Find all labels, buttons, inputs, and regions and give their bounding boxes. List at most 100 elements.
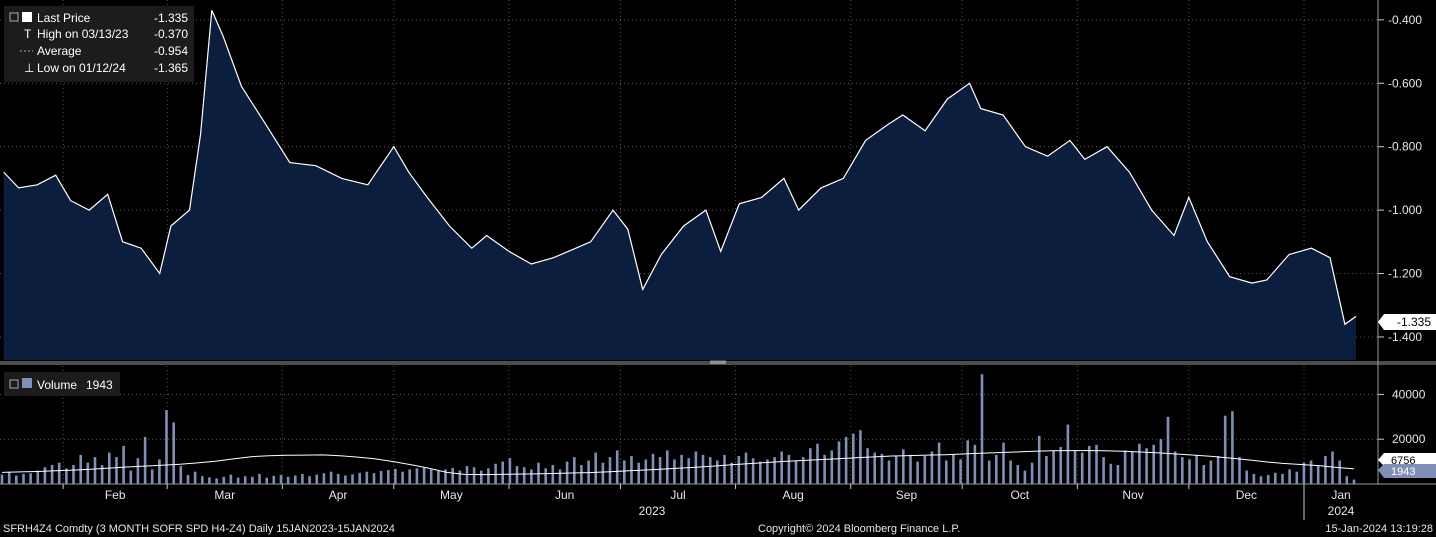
volume-y-axis: 20000 40000 [1378, 387, 1426, 446]
volume-bar [508, 458, 512, 484]
volume-bar [43, 467, 47, 484]
legend-last-price-label: Last Price [37, 11, 91, 25]
legend-low-label: Low on 01/12/24 [37, 61, 126, 75]
volume-bar [136, 458, 140, 484]
volume-bar [1266, 475, 1270, 484]
volume-bar [623, 460, 626, 484]
collapse-icon[interactable] [9, 12, 19, 22]
volume-bar [143, 437, 147, 484]
volume-bar [158, 459, 161, 484]
volume-bar [7, 471, 11, 484]
legend-average-label: Average [37, 44, 82, 58]
volume-bar [945, 460, 948, 484]
volume-bar [515, 466, 519, 484]
volume-bar [823, 454, 826, 484]
volume-bar [1130, 451, 1134, 484]
volume-bar [15, 475, 18, 484]
volume-bar [1352, 479, 1356, 484]
volume-bar [315, 474, 319, 484]
volume-bar [844, 437, 848, 484]
volume-bar [987, 460, 991, 484]
volume-bar [1095, 444, 1098, 484]
volume-bar [215, 478, 218, 484]
x-tick-label: Sep [896, 488, 918, 502]
volume-bar [687, 458, 690, 484]
volume-bar [1173, 451, 1177, 484]
volume-bar [72, 465, 75, 484]
volume-bar [294, 475, 297, 484]
footer-ticker: SFRH4Z4 Comdty (3 MONTH SOFR SPD H4-Z4) … [3, 523, 395, 535]
volume-bar [708, 457, 712, 484]
volume-bar [86, 462, 90, 484]
price-y-axis: -0.400 -0.600 -0.800 -1.000 -1.200 -1.400 [1378, 13, 1422, 344]
volume-bar [179, 466, 183, 484]
volume-bar [866, 448, 869, 484]
volume-bar [444, 469, 447, 484]
volume-bar [1231, 411, 1234, 484]
volume-bar [730, 462, 733, 484]
volume-bar [1088, 445, 1091, 484]
legend-last-price-value: -1.335 [154, 11, 188, 25]
x-axis: Feb Mar Apr May Jun Jul Aug Sep Oct Nov Dec Jan 2023… [62, 484, 1355, 520]
volume-bar [329, 471, 333, 484]
volume-bar [980, 374, 984, 484]
volume-bar [387, 470, 390, 484]
volume-bar [694, 451, 698, 484]
volume-bar [1316, 465, 1320, 484]
price-legend[interactable]: Last Price -1.335 T High on 03/13/23 -0.… [4, 6, 194, 82]
volume-bar [651, 453, 655, 484]
volume-bar [1073, 450, 1077, 484]
legend-high-label: High on 03/13/23 [37, 27, 129, 41]
volume-bar [880, 453, 884, 484]
volume-bar [1324, 456, 1327, 484]
volume-bar [351, 474, 354, 484]
footer-copyright: Copyright© 2024 Bloomberg Finance L.P. [758, 523, 960, 535]
volume-bar [487, 468, 490, 484]
volume-bar [229, 474, 233, 484]
panel-splitter-handle[interactable] [710, 360, 726, 364]
volume-bar [122, 445, 125, 484]
legend-high-value: -0.370 [154, 27, 188, 41]
volume-legend[interactable]: Volume 1943 [4, 372, 120, 396]
collapse-icon[interactable] [9, 379, 19, 389]
volume-bar [193, 471, 197, 484]
volume-bar [279, 475, 283, 484]
volume-bar [36, 470, 40, 484]
volume-bar [1109, 463, 1113, 484]
volume-last-value-tags: 6756 1943 [1378, 453, 1436, 478]
volume-bar [1274, 472, 1277, 484]
price-area-fill [3, 10, 1357, 361]
volume-bar [966, 440, 969, 484]
volume-bar [737, 456, 741, 484]
volume-bar [594, 452, 597, 484]
volume-bar [65, 468, 68, 484]
price-line [3, 10, 1357, 326]
high-marker-icon: T [24, 27, 32, 41]
volume-bar [243, 476, 247, 484]
x-tick-label: Feb [105, 488, 126, 502]
volume-bar [480, 470, 483, 484]
volume-bar [544, 468, 547, 484]
volume-bar [644, 459, 648, 484]
volume-bar [93, 457, 97, 484]
svg-text:-1.335: -1.335 [1397, 315, 1431, 329]
volume-bar [930, 451, 934, 484]
price-tick-label: -1.000 [1388, 203, 1422, 217]
volume-bar [1037, 435, 1041, 484]
volume-bar [301, 473, 304, 484]
volume-bar [165, 410, 168, 484]
volume-bar [1259, 476, 1263, 484]
volume-bar [494, 463, 497, 484]
volume-bar [465, 466, 469, 484]
volume-bar [115, 457, 118, 484]
volume-bar [201, 476, 204, 484]
volume-bar [394, 468, 397, 484]
volume-bar [344, 475, 347, 484]
volume-bar [902, 449, 905, 484]
volume-bar [522, 467, 526, 484]
volume-bar [744, 452, 748, 484]
price-last-value-tag: -1.335 [1378, 314, 1436, 330]
volume-bar [1002, 442, 1005, 484]
volume-bar [1209, 460, 1213, 484]
